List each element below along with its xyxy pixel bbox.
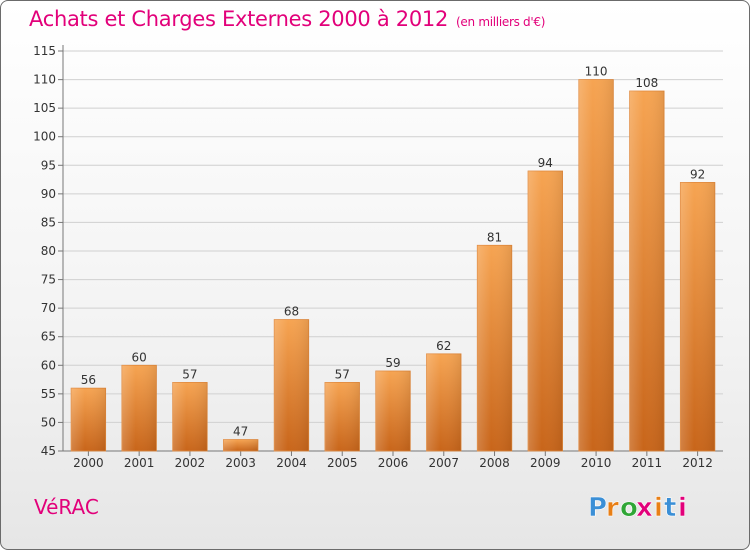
- logo-letter: o: [620, 493, 638, 523]
- bar-value-label: 94: [538, 156, 553, 170]
- proxiti-logo: Pr ox i t i: [588, 493, 688, 524]
- chart-title: Achats et Charges Externes 2000 à 2012 (e…: [29, 7, 545, 31]
- y-tick-label: 50: [41, 415, 56, 429]
- y-tick-label: 70: [41, 301, 56, 315]
- bar-shine: [324, 382, 360, 451]
- bar-value-label: 57: [182, 367, 197, 381]
- bar-value-label: 60: [132, 350, 147, 364]
- title-text: Achats et Charges Externes 2000 à 2012: [29, 7, 449, 31]
- logo-letter: P: [588, 493, 607, 523]
- y-tick-label: 60: [41, 358, 56, 372]
- bar-value-label: 108: [635, 76, 658, 90]
- unit-note: (en milliers d'€): [456, 15, 546, 29]
- bar-value-label: 92: [690, 167, 705, 181]
- bar-shine: [274, 319, 309, 451]
- logo-letter: t: [664, 493, 676, 523]
- y-tick-label: 110: [33, 73, 56, 87]
- y-tick-label: 80: [41, 244, 56, 258]
- x-tick-label: 2010: [581, 456, 612, 470]
- x-tick-label: 2005: [327, 456, 358, 470]
- x-tick-label: 2008: [479, 456, 510, 470]
- logo-letter: i: [654, 493, 663, 523]
- y-tick-label: 45: [41, 444, 56, 458]
- y-tick-label: 55: [41, 387, 56, 401]
- bar-shine: [578, 79, 614, 452]
- y-tick-label: 115: [33, 44, 56, 58]
- bar-shine: [528, 171, 563, 451]
- city-name: VéRAC: [34, 495, 99, 519]
- y-tick-label: 85: [41, 215, 56, 229]
- x-tick-label: 2011: [632, 456, 663, 470]
- y-tick-label: 65: [41, 330, 56, 344]
- logo-letter: r: [606, 493, 619, 523]
- bar-shine: [629, 91, 665, 451]
- bar-value-label: 62: [436, 339, 451, 353]
- x-tick-label: 2001: [124, 456, 155, 470]
- bars: [70, 79, 716, 452]
- x-tick-label: 2009: [530, 456, 561, 470]
- y-tick-label: 105: [33, 101, 56, 115]
- bar-shine: [375, 371, 411, 451]
- x-tick-label: 2006: [378, 456, 409, 470]
- x-tick-label: 2004: [276, 456, 307, 470]
- bar-value-label: 59: [385, 356, 400, 370]
- x-tick-label: 2012: [682, 456, 713, 470]
- bar-value-label: 110: [585, 65, 608, 79]
- bar-shine: [426, 353, 462, 451]
- y-tick-label: 100: [33, 130, 56, 144]
- bar-shine: [477, 245, 512, 451]
- bar-value-label: 47: [233, 425, 248, 439]
- bar-value-label: 56: [81, 373, 96, 387]
- bar-shine: [121, 365, 157, 451]
- bar-value-label: 81: [487, 230, 502, 244]
- logo-letter: i: [678, 493, 687, 523]
- bar-shine: [680, 182, 715, 451]
- bar-value-label: 68: [284, 305, 299, 319]
- bar-shine: [172, 382, 208, 451]
- logo-letter: x: [636, 493, 653, 523]
- y-tick-label: 90: [41, 187, 56, 201]
- y-tick-label: 95: [41, 158, 56, 172]
- x-tick-label: 2007: [428, 456, 459, 470]
- x-tick-label: 2000: [73, 456, 104, 470]
- labels: 56 60 57 47 68 57 59 62 81 94 110 108 92: [81, 65, 706, 439]
- y-tick-label: 75: [41, 273, 56, 287]
- bar-value-label: 57: [335, 367, 350, 381]
- x-tick-label: 2002: [175, 456, 206, 470]
- x-tick-label: 2003: [225, 456, 256, 470]
- bar-shine: [71, 388, 106, 451]
- bar-shine: [223, 439, 258, 451]
